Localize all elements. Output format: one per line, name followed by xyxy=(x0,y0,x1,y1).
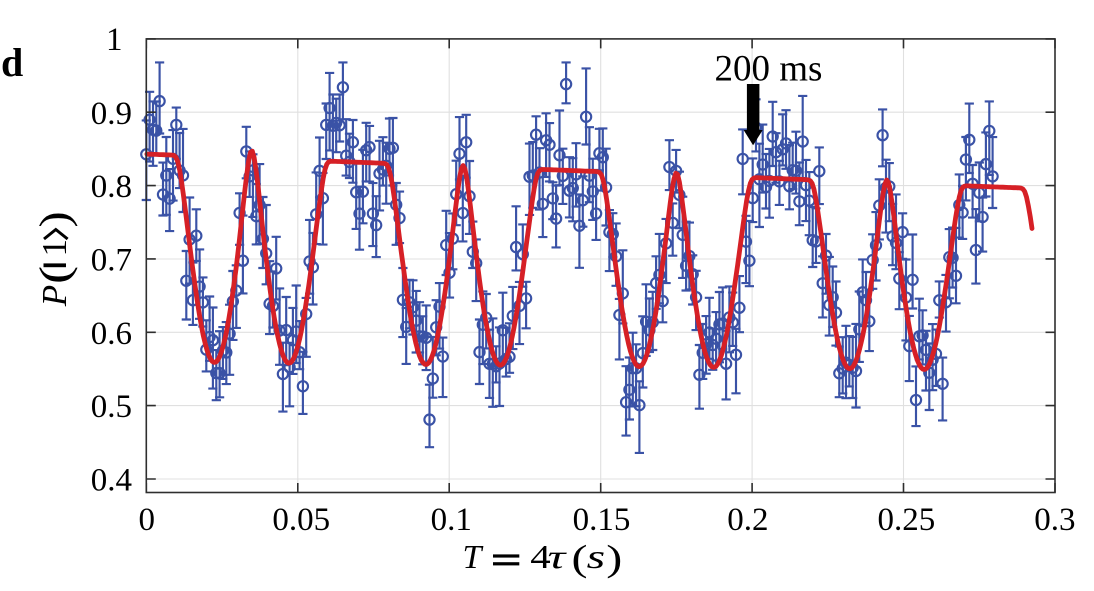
svg-text:): ) xyxy=(31,211,77,227)
svg-text:0.8: 0.8 xyxy=(91,169,132,205)
svg-text:4: 4 xyxy=(530,539,551,576)
svg-text:0.5: 0.5 xyxy=(91,389,132,425)
svg-text:0.6: 0.6 xyxy=(91,316,132,352)
svg-text:(: ( xyxy=(572,539,588,580)
svg-text:200 ms: 200 ms xyxy=(715,49,823,90)
svg-text:d: d xyxy=(1,40,23,85)
svg-text:0.9: 0.9 xyxy=(91,96,132,132)
svg-text:(: ( xyxy=(31,266,78,284)
svg-text:P: P xyxy=(35,285,74,307)
svg-text:0: 0 xyxy=(139,502,156,538)
svg-text:0.05: 0.05 xyxy=(272,502,330,538)
svg-text:0.3: 0.3 xyxy=(1034,502,1075,538)
svg-text:0.25: 0.25 xyxy=(878,502,936,538)
svg-text:T: T xyxy=(463,539,484,576)
svg-text:0.7: 0.7 xyxy=(91,243,132,279)
svg-text:1: 1 xyxy=(106,22,123,58)
svg-text:0.1: 0.1 xyxy=(431,502,472,538)
svg-text:0.2: 0.2 xyxy=(727,502,768,538)
svg-text:τ: τ xyxy=(548,538,568,576)
svg-text:s: s xyxy=(587,538,606,576)
svg-text:0.15: 0.15 xyxy=(573,502,631,538)
svg-text:0.4: 0.4 xyxy=(91,463,132,499)
svg-text:1: 1 xyxy=(35,239,74,257)
svg-text:): ) xyxy=(606,539,622,580)
